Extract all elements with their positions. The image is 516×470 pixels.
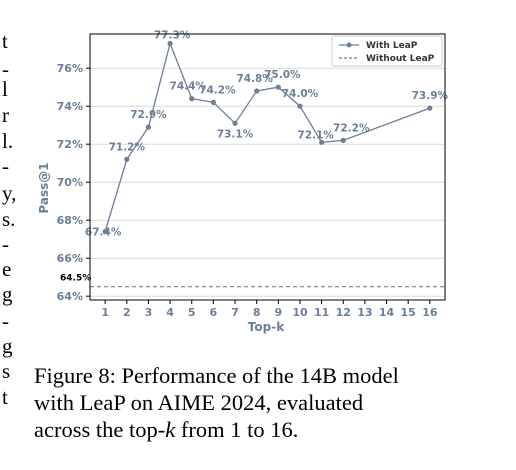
with-leap-data-label: 74.0% <box>282 88 319 100</box>
with-leap-point <box>232 120 238 126</box>
left-text-fragment: y, <box>2 181 17 205</box>
with-leap-data-label: 74.2% <box>199 84 236 96</box>
left-text-fragment: s <box>2 359 11 383</box>
y-tick-label: 66% <box>57 252 83 265</box>
legend: With LeaP Without LeaP <box>331 35 443 67</box>
with-leap-data-label: 72.1% <box>297 129 334 141</box>
with-leap-point <box>210 99 216 105</box>
figure-caption: Figure 8: Performance of the 14B model w… <box>34 362 464 443</box>
tick-layer: 64%66%68%70%72%74%76%1 2 3 4 5 6 7 8 9 10 11 12 13 14… <box>57 62 438 319</box>
y-tick-label: 68% <box>57 214 83 227</box>
series-layer: 67.4% 71.2% 72.9% 77.3% 74.4%74.2% 73.1% 74.8%… <box>85 30 449 239</box>
x-tick-label: 7 <box>231 306 239 319</box>
with-leap-point <box>427 105 433 111</box>
left-text-fragment: - <box>2 154 9 178</box>
with-leap-data-label: 77.3% <box>154 30 191 42</box>
x-tick-label: 10 <box>292 306 308 319</box>
with-leap-point <box>167 40 173 47</box>
with-leap-point <box>145 124 152 130</box>
left-text-fragment: l. <box>2 129 14 153</box>
x-tick-label: 11 <box>314 306 329 319</box>
baseline-layer: 64.5% <box>60 274 445 288</box>
x-tick-label: 6 <box>210 306 218 319</box>
left-text-fragment: - <box>2 57 9 81</box>
left-text-fragment: - <box>2 309 9 333</box>
x-tick-label: 4 <box>166 306 174 319</box>
left-text-fragment: g <box>2 282 13 306</box>
legend-with-leap-label: With LeaP <box>366 41 418 51</box>
with-leap-point <box>124 156 130 162</box>
with-leap-point <box>319 139 325 145</box>
with-leap-data-label: 67.4% <box>85 227 122 239</box>
y-tick-label: 74% <box>57 100 83 113</box>
x-tick-label: 14 <box>379 306 395 319</box>
x-tick-label: 1 <box>101 306 109 319</box>
x-tick-label: 12 <box>336 306 351 319</box>
caption-line-3: across the top-k from 1 to 16. <box>34 416 464 443</box>
x-tick-label: 9 <box>274 306 282 319</box>
grid-layer <box>90 67 445 297</box>
with-leap-data-label: 72.2% <box>333 122 370 134</box>
left-text-fragment: s. <box>2 207 16 231</box>
pass-at-1-chart: 64.5% 67.4% 71.2% 72.9% 77.3% 74.4%74.2% 73.1… <box>37 30 449 335</box>
y-tick-label: 70% <box>57 176 83 189</box>
x-tick-label: 3 <box>145 306 153 319</box>
with-leap-point <box>254 88 260 94</box>
left-text-fragment: l <box>2 77 8 101</box>
caption-line-3-suffix: from 1 to 16. <box>175 417 299 442</box>
x-tick-label: 8 <box>253 306 261 319</box>
y-tick-label: 76% <box>57 62 83 75</box>
with-leap-data-label: 74.8% <box>236 73 273 85</box>
x-tick-label: 2 <box>123 306 131 319</box>
y-tick-label: 72% <box>57 138 83 151</box>
with-leap-data-label: 73.1% <box>217 128 254 140</box>
x-axis-title: Top-k <box>248 320 285 334</box>
caption-line-2: with LeaP on AIME 2024, evaluated <box>34 390 364 415</box>
left-text-fragment: e <box>2 257 12 281</box>
legend-with-leap-marker <box>346 42 352 48</box>
with-leap-point <box>275 84 281 90</box>
plot-frame <box>89 33 446 301</box>
left-text-fragment: t <box>2 385 8 409</box>
caption-line-3-prefix: across the top- <box>34 417 166 442</box>
with-leap-data-label: 72.9% <box>130 109 167 121</box>
left-text-fragment: - <box>2 232 9 256</box>
x-tick-label: 15 <box>401 306 416 319</box>
with-leap-data-label: 73.9% <box>412 90 449 102</box>
caption-k: k <box>165 417 176 442</box>
caption-line-1: Figure 8: Performance of the 14B model <box>34 363 399 388</box>
left-text-fragment: g <box>2 334 13 358</box>
y-axis-title: Pass@1 <box>37 162 51 213</box>
left-text-fragment: r <box>2 103 9 127</box>
with-leap-data-label: 71.2% <box>109 141 146 153</box>
left-text-fragment: t <box>2 29 8 53</box>
with-leap-data-label: 75.0% <box>264 69 301 81</box>
x-tick-label: 13 <box>357 306 372 319</box>
with-leap-point <box>340 137 346 143</box>
x-tick-label: 5 <box>188 306 196 319</box>
y-tick-label: 64% <box>57 290 83 303</box>
with-leap-point <box>102 229 108 235</box>
baseline-value-label: 64.5% <box>60 274 91 284</box>
with-leap-point <box>297 103 303 109</box>
legend-without-leap-label: Without LeaP <box>366 54 435 64</box>
x-tick-label: 16 <box>422 306 438 319</box>
with-leap-data-label: 74.4% <box>170 81 207 93</box>
legend-box <box>331 35 443 67</box>
with-leap-point <box>189 96 195 102</box>
